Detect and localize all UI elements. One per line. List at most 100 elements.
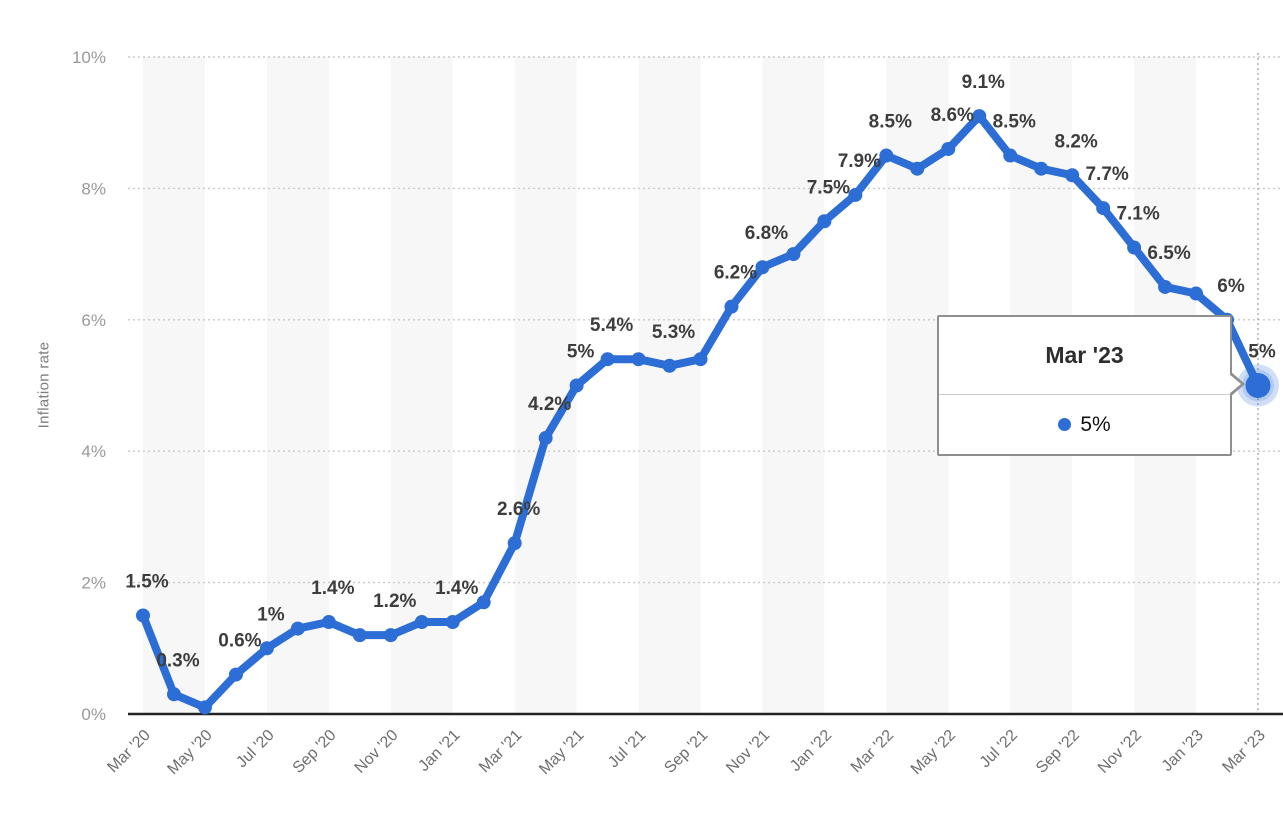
y-tick-label: 10% — [72, 48, 106, 67]
point-label: 5.4% — [590, 315, 633, 336]
point-label: 1% — [257, 604, 285, 625]
data-point[interactable] — [228, 667, 243, 682]
point-label: 7.7% — [1085, 164, 1128, 185]
point-label: 7.5% — [807, 177, 850, 198]
x-tick-label: Jul '22 — [977, 727, 1021, 771]
x-tick-label: Jul '21 — [605, 727, 649, 771]
x-tick-label: Sep '21 — [661, 727, 711, 777]
data-point-active[interactable] — [1245, 373, 1271, 398]
data-point[interactable] — [786, 247, 801, 262]
point-label: 8.2% — [1055, 131, 1098, 152]
data-point[interactable] — [476, 595, 491, 610]
x-tick-label: Sep '22 — [1033, 727, 1083, 777]
point-label: 4.2% — [528, 394, 571, 415]
data-point[interactable] — [538, 431, 553, 446]
column-stripe — [638, 57, 701, 714]
tooltip-arrow-fill — [1229, 374, 1241, 394]
x-tick-label: Nov '21 — [723, 727, 773, 777]
x-tick-label: Jan '22 — [787, 727, 835, 775]
data-point[interactable] — [290, 621, 305, 636]
y-tick-label: 8% — [81, 179, 106, 198]
data-point[interactable] — [321, 615, 336, 630]
column-stripe — [390, 57, 453, 714]
point-label: 7.9% — [838, 151, 881, 172]
y-tick-label: 0% — [81, 705, 106, 724]
tooltip-value: 5% — [1080, 412, 1111, 436]
data-point[interactable] — [724, 299, 739, 314]
data-point[interactable] — [910, 161, 925, 176]
data-point[interactable] — [352, 628, 367, 643]
x-tick-label: Jan '23 — [1159, 727, 1207, 775]
x-tick-label: Mar '22 — [848, 727, 897, 776]
data-point[interactable] — [166, 687, 181, 702]
data-point[interactable] — [631, 352, 646, 367]
data-point[interactable] — [569, 378, 584, 393]
chart-tooltip: Mar '23 5% — [937, 315, 1245, 456]
data-point[interactable] — [600, 352, 615, 367]
x-tick-label: Mar '21 — [476, 727, 525, 776]
data-point[interactable] — [414, 615, 429, 630]
point-label: 5.3% — [652, 322, 695, 343]
data-point[interactable] — [1158, 279, 1173, 294]
column-stripe — [266, 57, 329, 714]
data-point[interactable] — [507, 536, 522, 551]
y-tick-label: 6% — [81, 311, 106, 330]
series-dot-icon — [1058, 418, 1072, 431]
data-point[interactable] — [1034, 161, 1049, 176]
point-label: 8.5% — [869, 112, 912, 133]
data-point[interactable] — [693, 352, 708, 367]
data-point[interactable] — [941, 141, 956, 156]
point-label: 2.6% — [497, 499, 540, 520]
y-tick-label: 2% — [81, 574, 106, 593]
data-point[interactable] — [879, 148, 894, 163]
data-point[interactable] — [755, 260, 770, 275]
data-point[interactable] — [662, 358, 677, 373]
data-point[interactable] — [259, 641, 274, 656]
data-point[interactable] — [136, 608, 150, 623]
point-label: 1.2% — [373, 591, 416, 612]
point-label: 7.1% — [1116, 204, 1159, 225]
column-stripe — [762, 57, 825, 714]
tooltip-title: Mar '23 — [939, 317, 1230, 395]
point-label: 6.2% — [714, 263, 757, 284]
x-tick-label: May '22 — [908, 727, 959, 778]
data-point[interactable] — [1065, 168, 1080, 183]
data-point[interactable] — [972, 109, 987, 124]
data-point[interactable] — [1003, 148, 1018, 163]
x-tick-label: Nov '20 — [352, 727, 402, 777]
x-tick-label: Jan '21 — [415, 727, 463, 775]
x-tick-label: Jul '20 — [233, 727, 277, 771]
y-tick-label: 4% — [81, 442, 106, 461]
data-point[interactable] — [445, 615, 460, 630]
point-label: 6% — [1217, 276, 1245, 297]
x-tick-label: May '21 — [536, 727, 587, 778]
column-stripe — [514, 57, 577, 714]
data-point[interactable] — [1127, 240, 1142, 255]
point-label: 8.6% — [931, 105, 974, 126]
data-point[interactable] — [1189, 286, 1204, 301]
x-tick-label: May '20 — [164, 727, 215, 778]
data-point[interactable] — [817, 214, 832, 229]
data-point[interactable] — [383, 628, 398, 643]
data-point[interactable] — [197, 700, 212, 715]
y-axis-title: Inflation rate — [35, 341, 53, 429]
tooltip-body: 5% — [939, 395, 1230, 454]
data-point[interactable] — [1096, 201, 1111, 216]
point-label: 1.4% — [435, 578, 478, 599]
point-label: 0.3% — [156, 650, 199, 671]
point-label: 6.8% — [745, 223, 788, 244]
x-tick-label: Mar '20 — [104, 727, 153, 776]
x-tick-label: Mar '23 — [1219, 727, 1268, 776]
x-tick-label: Sep '20 — [290, 727, 340, 777]
x-tick-label: Nov '22 — [1095, 727, 1145, 777]
point-label: 8.5% — [993, 112, 1036, 133]
point-label: 0.6% — [218, 631, 261, 652]
data-point[interactable] — [848, 187, 863, 202]
point-label: 5% — [567, 342, 595, 363]
point-label: 1.4% — [311, 578, 354, 599]
point-label: 5% — [1248, 342, 1276, 363]
point-label: 1.5% — [125, 571, 168, 592]
column-stripe — [143, 57, 205, 714]
point-label: 9.1% — [962, 72, 1005, 93]
